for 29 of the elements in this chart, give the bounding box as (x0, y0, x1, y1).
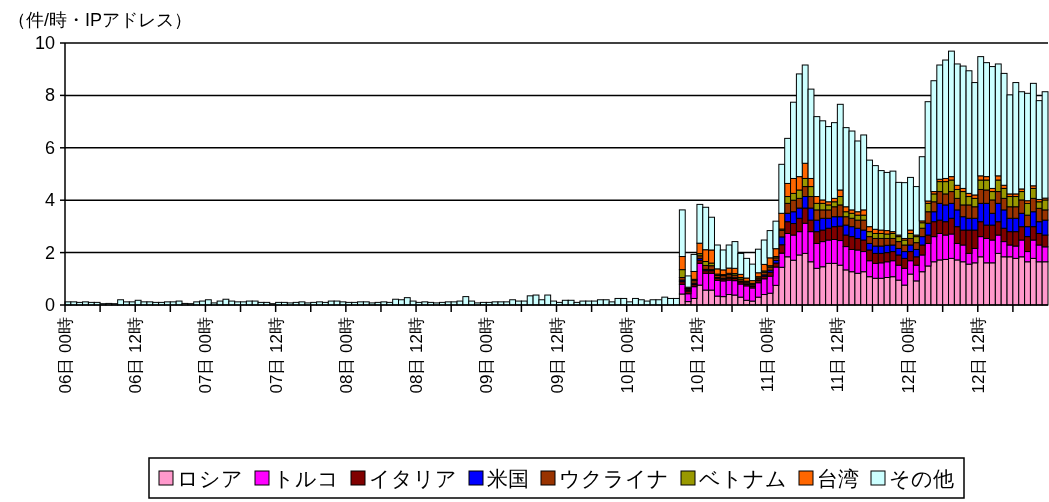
y-tick-label: 0 (44, 295, 55, 315)
y-tick-label: 10 (34, 33, 55, 53)
y-tick-label: 6 (44, 137, 55, 158)
y-tick-label: 2 (44, 242, 55, 263)
x-tick-label: 08日 12時 (407, 317, 427, 394)
legend-label: ウクライナ (559, 467, 669, 490)
legend-label: 台湾 (817, 467, 859, 490)
x-tick-label: 12日 00時 (898, 317, 918, 394)
x-tick-label: 12日 12時 (968, 317, 988, 394)
x-tick-label: 10日 12時 (687, 317, 707, 394)
legend-label: その他 (889, 467, 954, 490)
y-tick-label: 8 (44, 85, 55, 106)
x-tick-label: 09日 00時 (477, 317, 497, 394)
x-tick-label: 07日 12時 (266, 317, 286, 394)
x-tick-label: 06日 00時 (56, 317, 75, 394)
y-tick-label: 4 (44, 190, 55, 211)
x-tick-label: 07日 00時 (196, 317, 216, 394)
x-tick-label: 11日 12時 (828, 317, 848, 393)
x-tick-label: 06日 12時 (126, 317, 146, 394)
legend-label: トルコ (273, 467, 339, 490)
x-tick-label: 09日 12時 (547, 317, 567, 394)
x-tick-label: 10日 00時 (617, 317, 637, 394)
legend-label: ロシア (177, 467, 243, 490)
x-tick-label: 08日 00時 (336, 317, 356, 394)
x-tick-label: 11日 00時 (758, 317, 778, 393)
legend-label: ベトナム (699, 467, 787, 490)
y-axis-title: （件/時・IPアドレス） (8, 10, 193, 30)
legend-label: 米国 (487, 467, 529, 490)
legend-label: イタリア (369, 467, 457, 490)
